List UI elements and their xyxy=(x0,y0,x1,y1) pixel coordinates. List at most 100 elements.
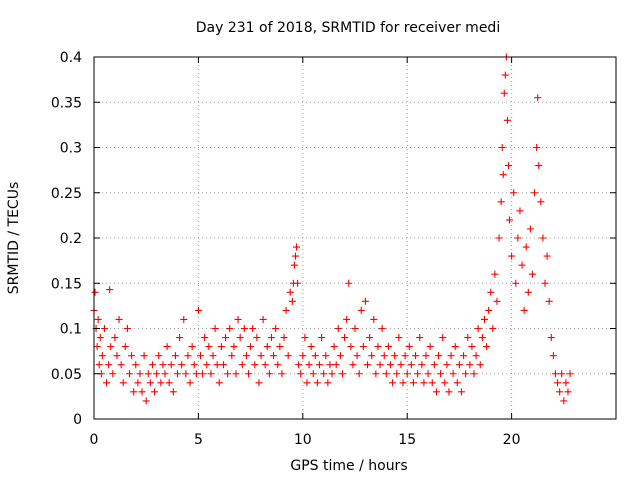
data-point xyxy=(499,171,507,179)
data-point xyxy=(409,379,417,387)
axis-ticks: 0 0.05 0.1 0.15 0.2 0.25 0.3 0.35 0.4 0 5 10 15 20 xyxy=(51,50,616,448)
data-point xyxy=(485,306,493,314)
data-point xyxy=(483,343,491,351)
data-point xyxy=(355,370,363,378)
data-point xyxy=(453,379,461,387)
data-point xyxy=(171,352,179,360)
data-point xyxy=(357,306,365,314)
data-point xyxy=(288,297,296,305)
data-point xyxy=(551,370,559,378)
data-point xyxy=(539,234,547,242)
data-point xyxy=(253,334,261,342)
data-point xyxy=(443,361,451,369)
data-point xyxy=(430,361,438,369)
data-point xyxy=(526,225,534,233)
data-point xyxy=(247,343,255,351)
data-point xyxy=(447,352,455,360)
data-point xyxy=(111,334,119,342)
data-point xyxy=(424,370,432,378)
data-point xyxy=(518,261,526,269)
data-point xyxy=(184,352,192,360)
data-point xyxy=(393,370,401,378)
data-point xyxy=(522,243,530,251)
data-point xyxy=(376,361,384,369)
data-point xyxy=(566,370,574,378)
data-point xyxy=(318,334,326,342)
data-point xyxy=(234,315,242,323)
data-point xyxy=(196,352,204,360)
data-point xyxy=(261,361,269,369)
data-point xyxy=(554,379,562,387)
data-point xyxy=(307,343,315,351)
data-point xyxy=(478,334,486,342)
data-point xyxy=(531,189,539,197)
data-point xyxy=(341,334,349,342)
data-point xyxy=(470,370,478,378)
data-point xyxy=(445,388,453,396)
data-point xyxy=(142,397,150,405)
data-point xyxy=(263,343,271,351)
data-point xyxy=(136,370,144,378)
data-point xyxy=(105,361,113,369)
data-point xyxy=(322,352,330,360)
data-point xyxy=(399,379,407,387)
data-point xyxy=(125,370,133,378)
data-point xyxy=(176,334,184,342)
data-point xyxy=(274,361,282,369)
data-point xyxy=(138,388,146,396)
data-point xyxy=(194,306,202,314)
data-point xyxy=(203,361,211,369)
y-tick-label: 0.3 xyxy=(60,141,82,157)
data-point xyxy=(493,297,501,305)
data-point xyxy=(414,370,422,378)
data-point xyxy=(468,343,476,351)
data-point xyxy=(144,370,152,378)
data-point xyxy=(205,343,213,351)
x-tick-label: 0 xyxy=(90,432,99,448)
data-point xyxy=(474,325,482,332)
data-point xyxy=(405,343,413,351)
data-point xyxy=(209,352,217,360)
data-point xyxy=(514,234,522,242)
data-point xyxy=(422,352,430,360)
data-point xyxy=(506,216,514,224)
data-point xyxy=(368,352,376,360)
y-tick-label: 0.4 xyxy=(60,50,82,66)
data-point xyxy=(334,325,342,332)
data-point xyxy=(364,361,372,369)
data-point xyxy=(407,361,415,369)
data-point xyxy=(535,162,543,170)
data-point xyxy=(249,325,257,332)
data-point xyxy=(132,361,140,369)
data-point xyxy=(167,361,175,369)
data-point xyxy=(95,361,103,369)
data-point xyxy=(343,315,351,323)
data-point xyxy=(155,352,163,360)
data-point xyxy=(276,343,284,351)
data-point xyxy=(94,315,102,323)
data-point xyxy=(395,334,403,342)
data-point xyxy=(403,370,411,378)
data-point xyxy=(226,325,234,332)
data-point xyxy=(326,361,334,369)
data-point xyxy=(338,370,346,378)
data-point xyxy=(161,370,169,378)
data-point xyxy=(294,279,302,287)
data-point xyxy=(119,379,127,387)
data-point xyxy=(284,352,292,360)
data-point xyxy=(280,334,288,342)
data-point xyxy=(537,198,545,206)
data-point xyxy=(169,388,177,396)
data-point xyxy=(236,334,244,342)
data-point xyxy=(100,325,108,332)
data-point xyxy=(500,89,508,97)
data-point xyxy=(178,361,186,369)
data-point xyxy=(93,343,101,351)
data-point xyxy=(353,352,361,360)
data-point xyxy=(201,334,209,342)
data-point xyxy=(106,286,114,294)
data-point xyxy=(372,370,380,378)
data-point xyxy=(345,279,353,287)
data-point xyxy=(435,352,443,360)
x-axis-label: GPS time / hours xyxy=(290,458,407,474)
